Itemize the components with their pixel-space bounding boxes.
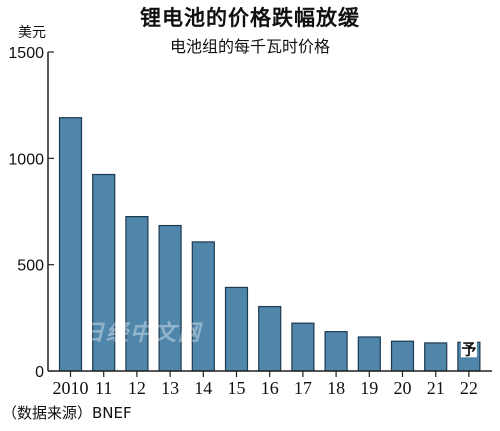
bar-13 [158, 224, 182, 372]
x-tick-label: 16 [261, 378, 279, 398]
x-tick-label: 14 [194, 378, 212, 398]
bar-20 [390, 340, 415, 372]
bar-19 [357, 336, 381, 372]
x-tick-label: 22 [460, 378, 478, 398]
y-axis-unit: 美元 [18, 25, 46, 41]
x-axis: 2010 11 12 13 14 15 16 17 18 19 20 21 22 [48, 370, 492, 398]
y-axis: 0 500 1000 1500 [8, 45, 54, 381]
x-tick-label: 20 [394, 378, 412, 398]
x-tick-label: 12 [128, 378, 146, 398]
watermark: 日经中文网 [82, 321, 203, 346]
x-tick-label: 18 [327, 378, 345, 398]
x-tick-label: 15 [228, 378, 246, 398]
x-tick-label: 11 [95, 378, 112, 398]
y-tick-label: 1000 [8, 151, 44, 168]
y-tick-label: 1500 [8, 45, 44, 62]
bar-18 [324, 331, 348, 372]
bar-12 [125, 216, 149, 372]
source-note: （数据来源）BNEF [2, 404, 132, 422]
x-tick-label: 17 [294, 378, 312, 398]
x-tick-label: 19 [360, 378, 378, 398]
chart-title: 锂电池的价格跌幅放缓 [140, 6, 360, 30]
bar-17 [291, 322, 315, 372]
forecast-label-bg [460, 339, 477, 358]
x-tick-label: 2010 [53, 378, 89, 398]
bar-16 [258, 305, 282, 372]
y-tick-label: 500 [17, 258, 44, 275]
bar-21 [424, 342, 448, 372]
y-tick-label: 0 [35, 364, 44, 381]
chart-subtitle: 电池组的每千瓦时价格 [169, 37, 330, 56]
x-tick-label: 13 [161, 378, 179, 398]
x-tick-label: 21 [427, 378, 445, 398]
forecast-label: 予 [461, 340, 476, 358]
bar-2010 [58, 117, 83, 372]
bars-group: 予 [58, 117, 481, 372]
bar-14 [191, 241, 215, 372]
bar-15 [224, 286, 249, 372]
